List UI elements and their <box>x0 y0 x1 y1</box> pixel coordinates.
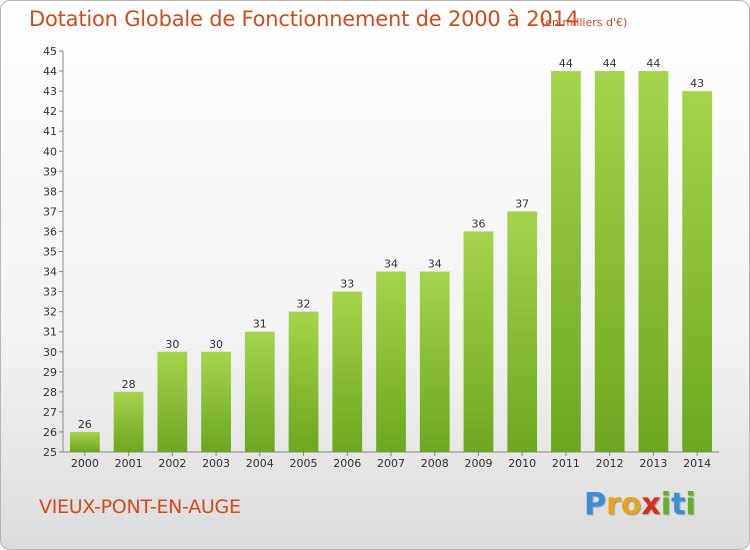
y-tick-label: 41 <box>43 125 57 138</box>
y-tick-label: 35 <box>43 246 57 259</box>
bar <box>288 311 319 452</box>
bar-value-label: 44 <box>603 57 617 70</box>
bar <box>682 91 713 452</box>
x-tick-label: 2004 <box>246 457 274 470</box>
bar-value-label: 44 <box>559 57 573 70</box>
bar-value-label: 31 <box>253 318 267 331</box>
brand-letter: r <box>606 487 621 522</box>
y-tick-label: 38 <box>43 185 57 198</box>
bar <box>463 231 494 452</box>
brand-letter: x <box>641 487 661 522</box>
x-tick-label: 2013 <box>639 457 667 470</box>
y-tick-label: 32 <box>43 306 57 319</box>
x-tick-label: 2010 <box>508 457 536 470</box>
brand-letter: i <box>685 487 696 522</box>
x-tick-label: 2005 <box>290 457 318 470</box>
x-tick-label: 2003 <box>202 457 230 470</box>
bar <box>507 211 538 452</box>
bar-value-label: 32 <box>297 298 311 311</box>
commune-name: VIEUX-PONT-EN-AUGE <box>39 496 241 518</box>
bar <box>244 331 275 452</box>
y-tick-label: 40 <box>43 145 57 158</box>
y-tick-label: 39 <box>43 165 57 178</box>
proxiti-logo: Proxiti <box>584 487 696 522</box>
x-tick-label: 2012 <box>596 457 624 470</box>
brand-letter: P <box>584 487 606 522</box>
bar <box>69 431 100 452</box>
y-tick-label: 34 <box>43 266 57 279</box>
bar <box>332 291 363 452</box>
x-tick-label: 2009 <box>464 457 492 470</box>
y-tick-label: 30 <box>43 346 57 359</box>
x-tick-label: 2011 <box>552 457 580 470</box>
x-tick-label: 2001 <box>115 457 143 470</box>
y-tick-label: 37 <box>43 205 57 218</box>
x-tick-label: 2008 <box>421 457 449 470</box>
bar <box>638 71 669 453</box>
bar-value-label: 26 <box>78 418 92 431</box>
chart-subtitle: (en milliers d'€) <box>541 16 628 29</box>
y-tick-label: 29 <box>43 366 57 379</box>
x-tick-label: 2007 <box>377 457 405 470</box>
bar <box>113 391 144 452</box>
bar-value-label: 28 <box>122 378 136 391</box>
y-tick-label: 26 <box>43 426 57 439</box>
y-tick-label: 28 <box>43 386 57 399</box>
brand-letter: t <box>671 487 686 522</box>
y-tick-label: 44 <box>43 65 57 78</box>
bar-value-label: 43 <box>690 77 704 90</box>
brand-letter: o <box>620 487 642 522</box>
bar-value-label: 30 <box>209 338 223 351</box>
x-tick-label: 2000 <box>71 457 99 470</box>
bar <box>157 351 188 452</box>
bar-value-label: 30 <box>165 338 179 351</box>
y-tick-label: 45 <box>43 45 57 58</box>
bar <box>376 271 406 452</box>
y-tick-label: 42 <box>43 105 57 118</box>
bar-value-label: 33 <box>340 278 354 291</box>
bar <box>201 351 231 452</box>
y-tick-label: 25 <box>43 446 57 459</box>
y-tick-label: 27 <box>43 406 57 419</box>
bar-value-label: 37 <box>515 197 529 210</box>
brand-letter: i <box>660 487 672 522</box>
x-tick-label: 2006 <box>333 457 361 470</box>
y-tick-label: 43 <box>43 85 57 98</box>
bar <box>419 271 450 452</box>
bar-value-label: 36 <box>471 217 485 230</box>
bar-value-label: 44 <box>646 57 660 70</box>
y-tick-label: 31 <box>43 326 57 339</box>
bar-value-label: 34 <box>428 258 442 271</box>
x-tick-label: 2014 <box>683 457 711 470</box>
bar <box>551 71 581 453</box>
y-tick-label: 36 <box>43 225 57 238</box>
bar-value-label: 34 <box>384 258 398 271</box>
bar <box>594 71 625 453</box>
x-tick-label: 2002 <box>158 457 186 470</box>
chart-title: Dotation Globale de Fonctionnement de 20… <box>29 7 579 31</box>
y-tick-label: 33 <box>43 286 57 299</box>
